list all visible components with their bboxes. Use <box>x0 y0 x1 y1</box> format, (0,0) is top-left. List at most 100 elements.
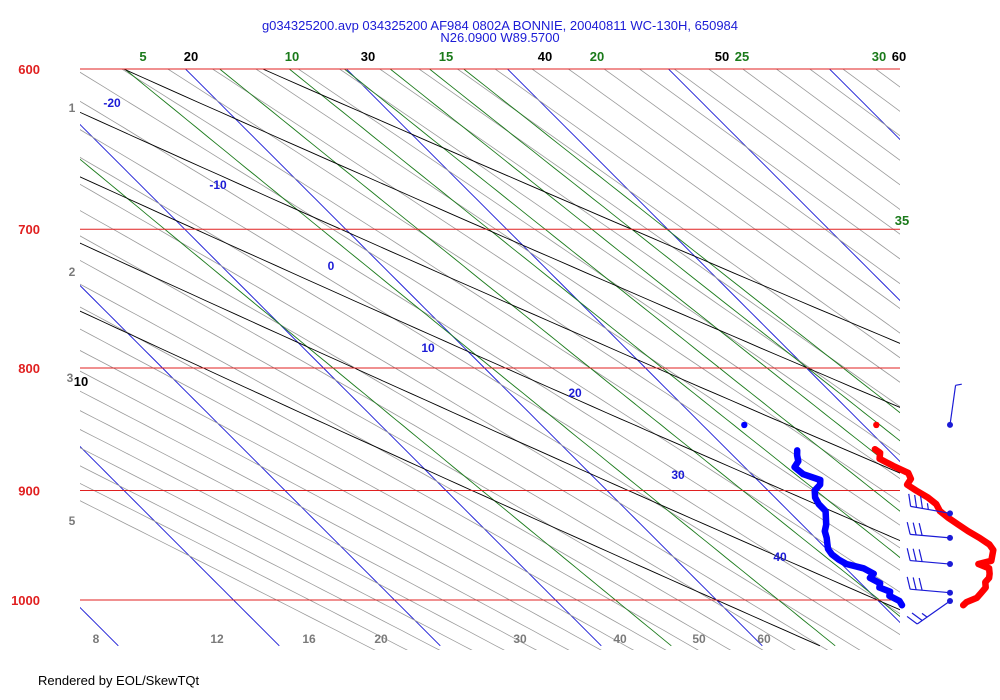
moist-adiabat-label: 8 <box>93 632 100 646</box>
dry-adiabat-label: 20 <box>184 49 198 64</box>
moist-adiabat-line <box>80 71 900 593</box>
height-km-label: 5 <box>69 514 76 528</box>
moist-adiabat-line <box>80 410 538 650</box>
moist-adiabat-line <box>80 328 667 650</box>
wind-barb <box>906 521 953 541</box>
moist-adiabat-line <box>494 69 900 359</box>
isotherm-label: 30 <box>671 468 685 482</box>
dry-adiabat-line <box>123 69 900 408</box>
moist-adiabat-line <box>456 69 900 383</box>
moist-adiabat-line <box>80 306 699 650</box>
moist-adiabat-label: 60 <box>757 632 771 646</box>
wind-barbs <box>906 383 962 625</box>
isotherm-line <box>185 69 763 647</box>
isotherm-line <box>80 284 441 647</box>
isotherm-label: 40 <box>773 550 787 564</box>
dry-adiabat-label: 30 <box>361 49 375 64</box>
dry-adiabats <box>80 69 900 647</box>
pressure-tick-label: 1000 <box>11 593 40 608</box>
dry-adiabat-label: 50 <box>715 49 729 64</box>
mixing-ratio-label: 35 <box>895 213 909 228</box>
moist-adiabat-line <box>80 483 408 650</box>
mixing-ratio-line <box>289 69 900 559</box>
moist-adiabat-label: 20 <box>374 632 388 646</box>
isotherm-label: 20 <box>568 386 582 400</box>
isobars <box>80 68 900 601</box>
pressure-tick-label: 600 <box>18 62 40 77</box>
chart-title: g034325200.avp 034325200 AF984 0802A BON… <box>261 18 739 33</box>
footer-credit: Rendered by EOL/SkewTQt <box>38 673 200 688</box>
isotherm-line <box>80 123 602 647</box>
dry-adiabat-label: 10 <box>74 374 88 389</box>
chart-subtitle: N26.0900 W89.5700 <box>440 30 560 45</box>
height-km-label: 1 <box>69 101 76 115</box>
dry-adiabat-line <box>80 242 900 611</box>
wind-barb <box>906 598 953 625</box>
moist-adiabat-line <box>80 283 732 650</box>
wind-barb <box>908 493 953 517</box>
isotherm-label: -10 <box>209 178 227 192</box>
moist-adiabat-line <box>809 69 900 137</box>
mixing-ratio-label: 20 <box>590 49 604 64</box>
moist-adiabat-line <box>80 350 635 650</box>
mixing-ratio-line <box>219 69 900 618</box>
pressure-tick-label: 700 <box>18 222 40 237</box>
moist-adiabat-line <box>80 156 893 650</box>
dry-adiabat-label: 60 <box>892 49 906 64</box>
moist-adiabat-line <box>338 69 900 456</box>
moist-adiabat-line <box>638 69 900 260</box>
mixing-ratio-line <box>429 69 900 442</box>
moist-adiabat-line <box>80 259 764 650</box>
height-km-label: 2 <box>69 265 76 279</box>
moist-adiabat-label: 50 <box>692 632 706 646</box>
pressure-tick-label: 900 <box>18 483 40 498</box>
moist-adiabat-line <box>673 69 900 235</box>
pressure-tick-label: 800 <box>18 361 40 376</box>
isotherm-line <box>80 606 119 647</box>
moist-adiabat-line <box>418 69 900 408</box>
isotherm-line <box>668 69 900 302</box>
mixing-ratio-line <box>344 69 900 512</box>
mixing-ratio-line <box>124 69 836 647</box>
dry-adiabat-line <box>262 69 900 344</box>
mixing-ratio-line <box>80 158 672 647</box>
dewpoint-trace <box>791 447 906 609</box>
moist-adiabat-line <box>80 465 441 650</box>
isotherm-line <box>346 69 900 624</box>
isotherm-label: 0 <box>328 259 335 273</box>
wind-barb <box>947 383 962 428</box>
sounding-profiles <box>741 421 997 609</box>
axis-labels: 600 700 800 900 1000 -20 -10 0 10 20 30 40 10 20 30 40 5… <box>11 49 909 646</box>
mixing-ratio-label: 25 <box>735 49 749 64</box>
moist-adiabat-line <box>255 69 900 503</box>
height-km-label: 3 <box>67 371 74 385</box>
isotherm-line <box>829 69 900 141</box>
wind-barb <box>906 576 953 596</box>
moist-adiabat-line <box>80 500 376 650</box>
moist-adiabat-line <box>121 69 900 571</box>
moist-adiabat-label: 12 <box>210 632 224 646</box>
moist-adiabat-line <box>80 390 570 650</box>
moist-adiabats <box>80 69 900 650</box>
mixing-ratio-label: 15 <box>439 49 453 64</box>
wind-barb <box>906 548 953 568</box>
moist-adiabat-line <box>80 429 505 650</box>
dry-adiabat-label: 40 <box>538 49 552 64</box>
isotherm-label: 10 <box>421 341 435 355</box>
dry-adiabat-line <box>80 176 900 542</box>
mixing-ratio-label: 30 <box>872 49 886 64</box>
moist-adiabat-line <box>211 69 900 526</box>
moist-adiabat-line <box>80 129 900 636</box>
moist-adiabat-line <box>80 370 602 650</box>
moist-adiabat-line <box>80 235 796 650</box>
temperature-point <box>873 421 880 429</box>
dry-adiabat-line <box>80 111 900 474</box>
moist-adiabat-label: 40 <box>613 632 627 646</box>
moist-adiabat-line <box>297 69 900 480</box>
moist-adiabat-line <box>80 210 829 650</box>
moist-adiabat-line <box>603 69 900 285</box>
mixing-ratio-line <box>463 69 900 414</box>
moist-adiabat-line <box>80 447 473 650</box>
